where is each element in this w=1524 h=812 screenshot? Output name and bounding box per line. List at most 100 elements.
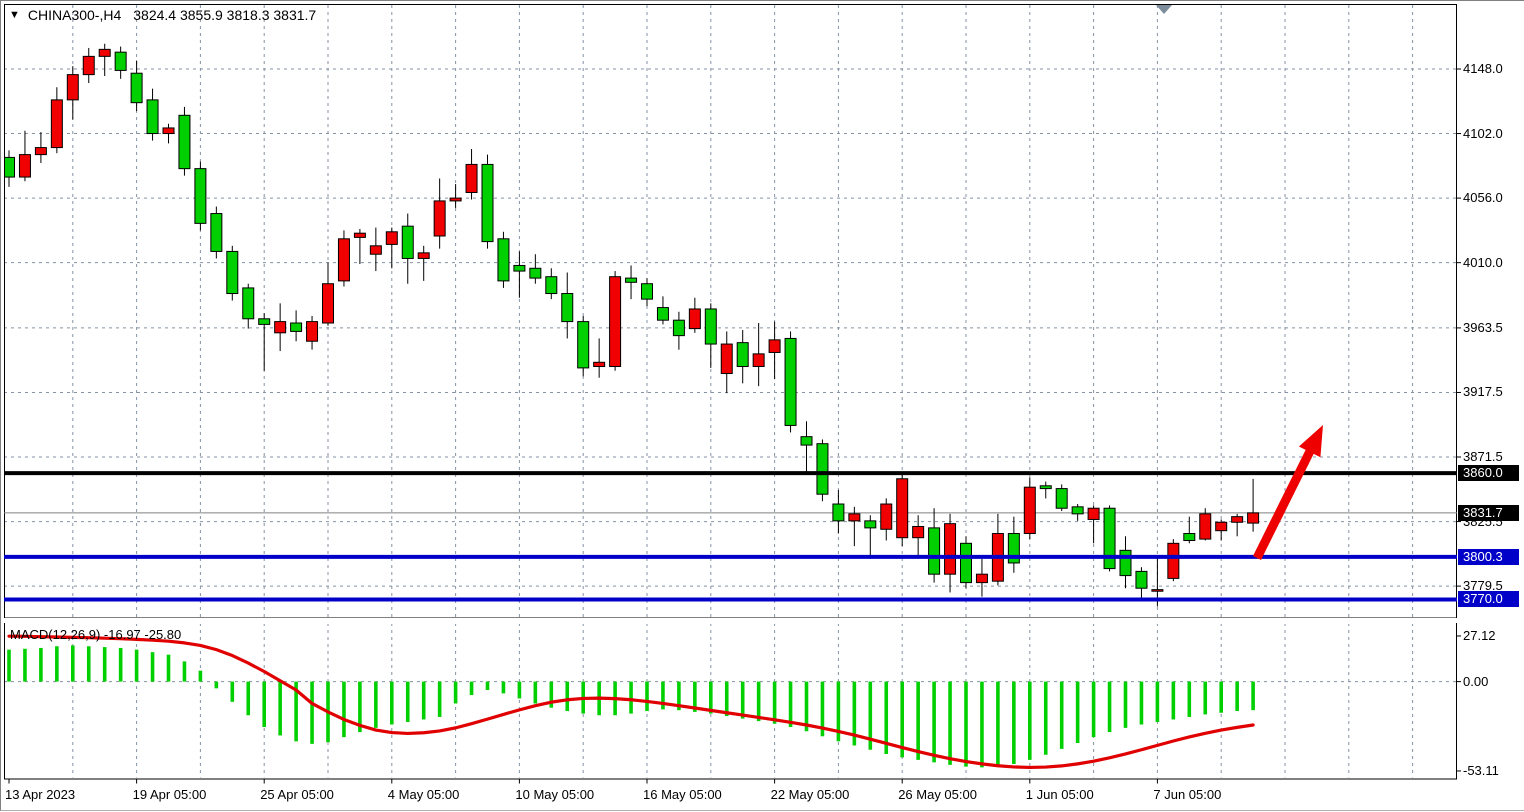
candle-body <box>322 283 334 324</box>
candle-body <box>545 276 558 295</box>
time-tick-label: 16 May 05:00 <box>643 787 722 802</box>
candle-body <box>880 503 893 530</box>
candle-body <box>146 99 159 135</box>
current-price-badge: 3831.7 <box>1458 504 1519 521</box>
candle-body <box>896 478 909 539</box>
candles-layer <box>5 43 1260 607</box>
candle-body <box>1215 521 1228 532</box>
price-grid <box>5 5 1456 617</box>
time-tick-label: 7 Jun 05:00 <box>1153 787 1222 802</box>
price-badge: 3800.3 <box>1458 548 1519 565</box>
candle-body <box>258 318 271 325</box>
candle-body <box>1023 486 1036 534</box>
candle-body <box>1231 516 1244 523</box>
candle-body <box>34 147 47 156</box>
candle-body <box>656 307 669 321</box>
candle-body <box>816 443 829 495</box>
candle-body <box>1167 542 1180 579</box>
candle-body <box>114 51 127 71</box>
candle-body <box>641 283 653 300</box>
price-tick-label: 3917.5 <box>1463 384 1503 400</box>
candle-body <box>593 361 606 367</box>
candle-body <box>912 525 925 539</box>
candle-body <box>449 197 462 202</box>
candle-body <box>561 293 574 323</box>
candle-body <box>1103 507 1116 570</box>
candle-body <box>5 156 15 178</box>
ohlc-values-label: 3824.4 3855.9 3818.3 3831.7 <box>133 7 317 23</box>
candle-body <box>960 542 972 584</box>
candle-body <box>401 225 414 259</box>
macd-grid <box>5 624 1456 778</box>
price-panel-border <box>4 4 1457 619</box>
candle-body <box>50 99 63 149</box>
symbol-dropdown-icon: ▼ <box>9 9 20 21</box>
price-tick-label: 4056.0 <box>1463 190 1503 206</box>
candle-body <box>1087 507 1100 520</box>
candle-body <box>513 264 526 272</box>
candle-body <box>704 308 717 345</box>
symbol-timeframe-label: CHINA300-,H4 <box>27 7 122 23</box>
candle-body <box>385 231 398 245</box>
candle-body <box>162 127 175 135</box>
price-tick-label: 3871.5 <box>1463 449 1503 464</box>
candle-body <box>944 523 957 575</box>
candle-body <box>1119 549 1132 577</box>
candle-body <box>975 573 988 584</box>
candle-body <box>18 154 31 178</box>
candle-body <box>1199 513 1212 540</box>
candle-body <box>768 339 781 353</box>
macd-indicator-label: MACD(12,26,9) -16.97 -25.80 <box>10 627 182 642</box>
candle-body <box>1135 570 1148 589</box>
candle-body <box>130 72 143 104</box>
candle-body <box>928 527 941 575</box>
time-tick-label: 19 Apr 05:00 <box>132 787 207 802</box>
macd-tick-label: 0.00 <box>1463 673 1489 689</box>
macd-tick-label: -53.11 <box>1463 762 1499 778</box>
panel-splitter[interactable] <box>1 618 1457 623</box>
candle-body <box>1151 589 1164 592</box>
price-tick-label: 3825.5 <box>1463 513 1503 529</box>
candle-body <box>210 213 223 252</box>
candle-body <box>481 163 494 243</box>
candle-body <box>832 503 845 522</box>
candle-body <box>625 277 638 283</box>
candle-body <box>98 48 111 57</box>
candle-body <box>784 337 797 426</box>
price-tick-label: 4102.0 <box>1463 125 1503 141</box>
time-tick-label: 26 May 05:00 <box>898 787 977 802</box>
macd-histogram <box>7 645 1255 768</box>
time-tick-label: 10 May 05:00 <box>515 787 595 802</box>
time-tick-label: 22 May 05:00 <box>770 787 850 802</box>
time-tick-label: 1 Jun 05:00 <box>1025 787 1094 802</box>
chart-shift-marker-icon[interactable] <box>1156 5 1172 14</box>
trend-arrow-head[interactable] <box>1298 425 1323 458</box>
candle-body <box>242 287 255 320</box>
candle-body <box>337 238 350 282</box>
candle-body <box>672 319 685 337</box>
time-tick-label: 4 May 05:00 <box>387 787 460 802</box>
price-tick-label: 3779.5 <box>1463 578 1503 594</box>
candle-body <box>433 200 446 237</box>
candle-body <box>864 520 877 529</box>
candle-body <box>82 55 95 76</box>
candle-body <box>752 353 765 367</box>
candle-body <box>369 245 382 255</box>
candle-body <box>465 163 478 193</box>
price-badge: 3770.0 <box>1458 591 1519 608</box>
candle-body <box>417 252 430 259</box>
price-tick-label: 4010.0 <box>1463 254 1503 270</box>
candle-body <box>529 267 542 279</box>
candle-body <box>1039 485 1052 490</box>
candle-body <box>66 74 79 101</box>
trend-arrow-shaft[interactable] <box>1252 446 1316 561</box>
candle-body <box>178 114 191 170</box>
candle-body <box>1247 512 1260 524</box>
candle-body <box>1071 506 1084 515</box>
candle-body <box>1007 532 1020 564</box>
price-tick-label: 4148.0 <box>1463 61 1503 76</box>
candle-body <box>720 343 733 375</box>
time-tick-label: 25 Apr 05:00 <box>260 787 334 802</box>
